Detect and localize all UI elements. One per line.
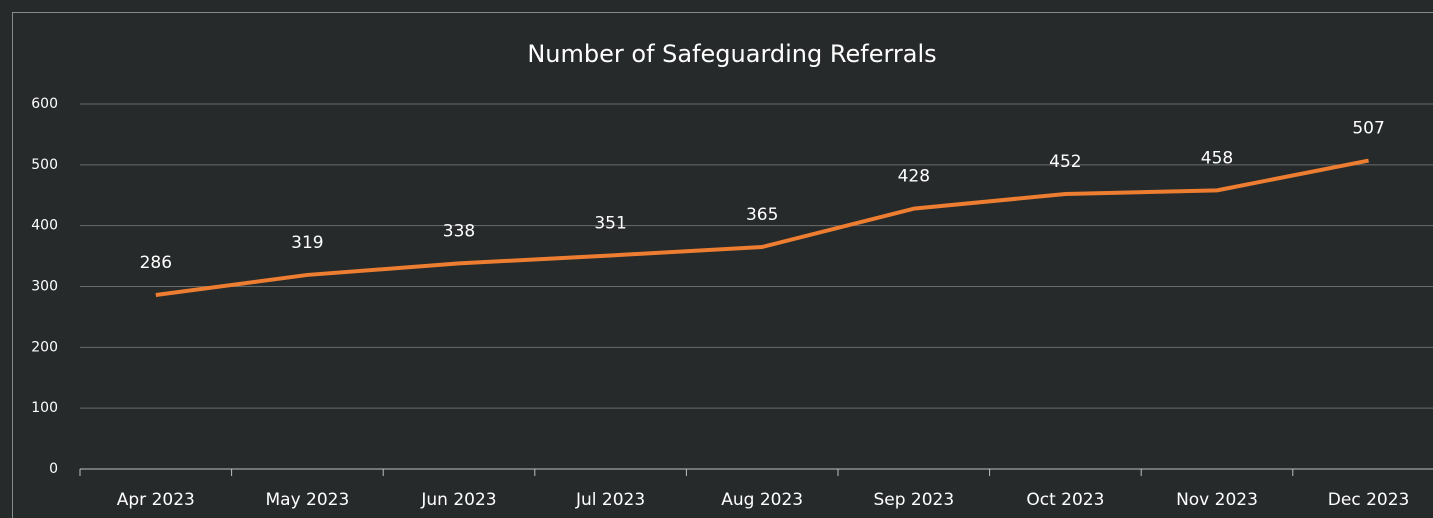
y-tick-label: 100: [31, 400, 58, 416]
data-line: [155, 158, 1369, 297]
x-tick-label: Nov 2023: [1176, 490, 1258, 510]
x-tick-label: May 2023: [265, 490, 349, 510]
chart-title: Number of Safeguarding Referrals: [527, 40, 936, 68]
y-tick-label: 200: [31, 339, 58, 355]
y-tick-label: 600: [31, 96, 58, 112]
x-tick-label: Sep 2023: [873, 490, 954, 510]
data-label: 338: [443, 221, 475, 241]
data-label: 319: [291, 233, 323, 253]
data-label: 351: [594, 213, 626, 233]
y-tick-label: 400: [31, 218, 58, 234]
y-tick-label: 0: [49, 461, 58, 477]
data-label: 428: [898, 167, 930, 187]
x-tick-label: Dec 2023: [1328, 490, 1410, 510]
data-label: 365: [746, 205, 778, 225]
x-tick-label: Oct 2023: [1026, 490, 1104, 510]
data-label: 507: [1352, 119, 1384, 139]
x-tick-label: Jun 2023: [420, 490, 496, 510]
data-label: 458: [1201, 148, 1233, 168]
x-tick-label: Aug 2023: [721, 490, 803, 510]
y-tick-label: 300: [31, 279, 58, 295]
y-tick-label: 500: [31, 157, 58, 173]
chart-border: [12, 12, 1433, 518]
x-tick-label: Apr 2023: [117, 490, 195, 510]
x-tick-label: Jul 2023: [575, 490, 645, 510]
data-label: 286: [140, 253, 172, 273]
data-label: 452: [1049, 152, 1081, 172]
